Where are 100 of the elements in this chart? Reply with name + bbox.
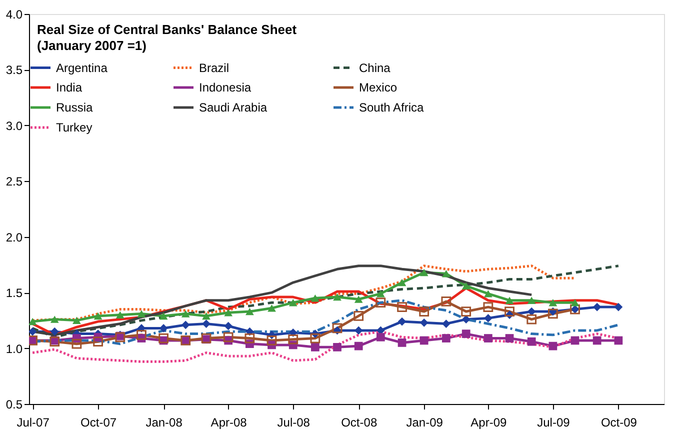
legend-label: Turkey (56, 120, 92, 134)
point (505, 334, 514, 342)
point (288, 298, 298, 306)
point (310, 333, 320, 344)
x-tick-label: Jul-09 (537, 416, 570, 430)
point (50, 316, 59, 323)
point (332, 323, 342, 334)
legend-label: India (56, 80, 82, 94)
point (548, 342, 558, 350)
point (93, 336, 103, 347)
point (202, 320, 210, 328)
point (527, 307, 536, 316)
point (441, 296, 452, 306)
point (484, 314, 492, 322)
text: (January 2007 =1) (37, 38, 146, 53)
legend-label: Argentina (56, 60, 108, 75)
point (504, 306, 514, 316)
point (462, 282, 470, 290)
point (442, 334, 450, 342)
point (224, 309, 233, 316)
point (72, 338, 82, 349)
point (333, 293, 342, 301)
x-tick-label: Oct-07 (80, 416, 117, 430)
point (354, 311, 364, 321)
point (268, 304, 276, 312)
point (397, 302, 407, 312)
point (442, 270, 450, 278)
point (614, 336, 623, 345)
point (72, 316, 81, 324)
point (116, 311, 124, 318)
point (592, 336, 602, 345)
point (419, 306, 430, 316)
point (548, 308, 558, 319)
point (136, 330, 146, 340)
point (181, 310, 190, 318)
point (442, 320, 450, 328)
point (484, 334, 492, 342)
point (94, 312, 102, 320)
point (158, 333, 168, 344)
point (29, 318, 37, 326)
x-tick-label: Oct-08 (341, 416, 378, 430)
point (461, 306, 472, 316)
point (202, 312, 210, 320)
point (420, 318, 428, 327)
point (354, 342, 363, 350)
y-tick-label: 3.0 (6, 118, 23, 133)
point (592, 302, 602, 312)
legend-label: China (359, 60, 391, 75)
point (570, 298, 580, 306)
point (288, 334, 298, 344)
point (548, 298, 558, 306)
x-tick-label: Jul-07 (16, 416, 50, 430)
point (376, 298, 386, 308)
y-tick-label: 2.5 (6, 174, 23, 189)
point (29, 327, 37, 336)
point (246, 308, 254, 316)
x-tick-label: Apr-08 (210, 416, 248, 430)
point (483, 302, 494, 312)
point (137, 310, 146, 318)
y-tick-label: 3.5 (6, 63, 23, 78)
x-tick-label: Jan-08 (146, 416, 183, 430)
point (310, 342, 320, 352)
point (420, 268, 428, 276)
point (310, 294, 320, 302)
point (354, 296, 363, 303)
point (224, 322, 233, 330)
x-tick-label: Jul-08 (277, 416, 310, 430)
legend-label: South Africa (359, 100, 424, 114)
point (462, 330, 470, 338)
point (376, 332, 385, 342)
point (266, 336, 277, 346)
point (223, 332, 234, 342)
point (420, 336, 428, 345)
legend-label: Mexico (359, 80, 398, 94)
point (398, 278, 406, 286)
legend-label: Brazil (199, 60, 230, 75)
point (159, 312, 168, 320)
text: Real Size of Central Banks' Balance Sheet (37, 22, 298, 37)
legend-label: Russia (56, 100, 94, 114)
point (244, 333, 255, 344)
x-tick-label: Oct-09 (600, 416, 638, 430)
point (526, 314, 537, 324)
y-tick-label: 4.0 (6, 8, 23, 22)
point (484, 290, 492, 298)
x-tick-label: Apr-09 (470, 416, 507, 430)
point (614, 302, 623, 312)
point (376, 290, 385, 298)
point (398, 338, 406, 347)
y-tick-label: 0.5 (6, 398, 23, 412)
x-tick-label: Jan-09 (406, 416, 444, 430)
point (181, 320, 190, 330)
point (505, 296, 514, 304)
point (570, 336, 580, 345)
point (50, 327, 59, 336)
point (527, 296, 536, 304)
point (333, 342, 342, 352)
y-tick-label: 1.0 (6, 342, 23, 356)
y-tick-label: 2.0 (6, 230, 23, 244)
y-tick-label: 1.5 (6, 286, 23, 300)
point (398, 317, 406, 326)
